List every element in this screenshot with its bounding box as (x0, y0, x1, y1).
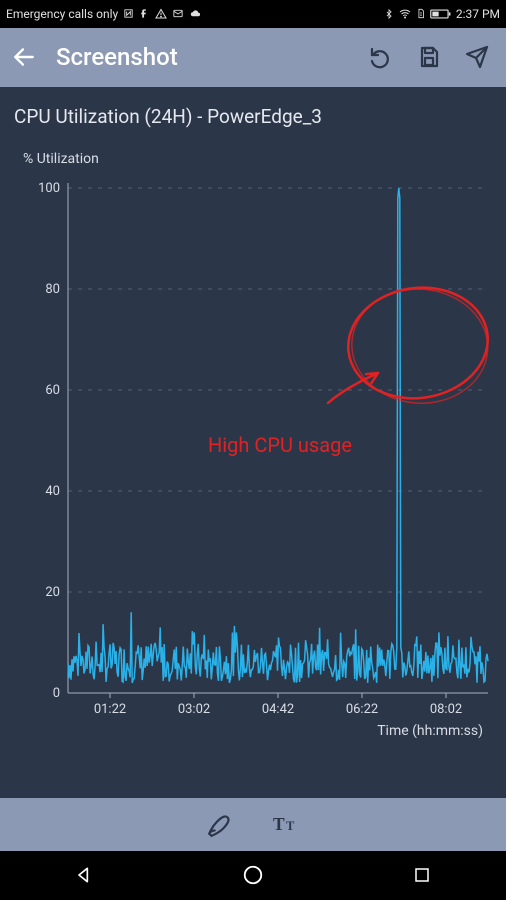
svg-text:60: 60 (45, 383, 60, 398)
android-nav-bar (0, 851, 506, 900)
back-button[interactable] (10, 43, 38, 71)
nav-home-button[interactable] (241, 863, 265, 887)
svg-text:08:02: 08:02 (430, 702, 462, 717)
warning-icon (155, 8, 167, 20)
chart-title: CPU Utilization (24H) - PowerEdge_3 (0, 87, 506, 138)
status-left: Emergency calls only (6, 7, 202, 21)
nfc-icon (123, 8, 134, 19)
text-tool-button[interactable]: TT (273, 810, 301, 838)
bluetooth-icon (384, 7, 394, 21)
send-button[interactable] (464, 44, 490, 70)
save-button[interactable] (416, 44, 442, 70)
svg-text:03:02: 03:02 (178, 702, 210, 717)
annotation-text: High CPU usage (208, 433, 352, 457)
tool-strip: TT (0, 798, 506, 851)
app-toolbar: Screenshot (0, 28, 506, 87)
svg-text:T: T (273, 814, 285, 834)
wifi-icon (398, 8, 412, 20)
chart-panel: CPU Utilization (24H) - PowerEdge_3 % Ut… (0, 87, 506, 798)
svg-text:80: 80 (45, 282, 60, 297)
svg-text:% Utilization: % Utilization (23, 151, 99, 167)
svg-text:40: 40 (45, 484, 60, 499)
svg-text:T: T (286, 819, 294, 833)
svg-text:100: 100 (38, 181, 60, 196)
battery-icon (430, 8, 452, 20)
status-time: 2:37 PM (456, 7, 500, 21)
chart-canvas: % Utilization 0 20 40 60 80 100 01:22 03:02 04:42… (8, 138, 498, 798)
toolbar-title: Screenshot (56, 43, 350, 71)
svg-text:20: 20 (45, 585, 60, 600)
android-status-bar: Emergency calls only (0, 0, 506, 28)
svg-text:0: 0 (53, 686, 60, 701)
svg-text:01:22: 01:22 (94, 702, 126, 717)
svg-text:Time (hh:mm:ss): Time (hh:mm:ss) (377, 723, 483, 739)
cloud-icon (189, 8, 202, 19)
draw-tool-button[interactable] (205, 810, 233, 838)
svg-text:06:22: 06:22 (346, 702, 378, 717)
facebook-icon (139, 8, 150, 19)
undo-button[interactable] (368, 44, 394, 70)
mail-icon (172, 8, 184, 19)
toolbar-actions (368, 44, 496, 70)
status-network-text: Emergency calls only (6, 7, 118, 21)
nav-back-button[interactable] (72, 863, 96, 887)
nav-recent-button[interactable] (410, 863, 434, 887)
sim-icon (416, 7, 426, 20)
svg-text:04:42: 04:42 (262, 702, 294, 717)
status-right: 2:37 PM (384, 7, 500, 21)
